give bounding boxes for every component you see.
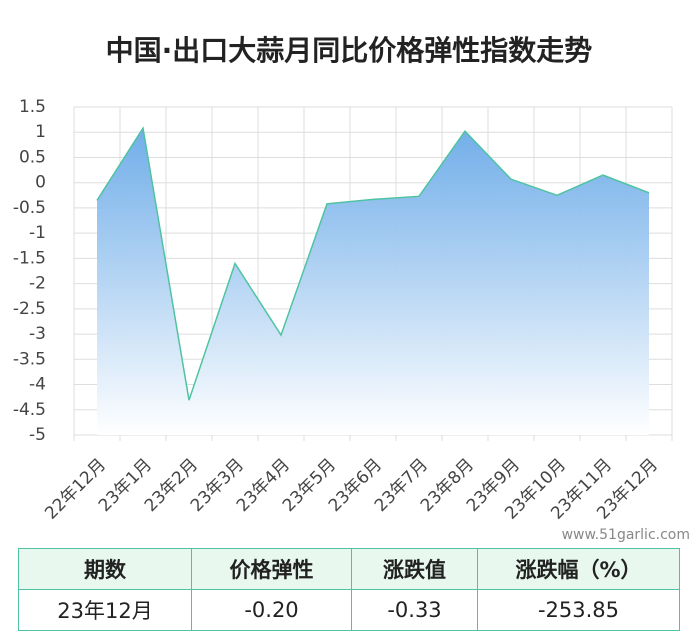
cell: -0.20 <box>191 589 352 631</box>
chart-title: 中国·出口大蒜月同比价格弹性指数走势 <box>106 34 593 67</box>
y-tick-label: -3 <box>29 324 46 344</box>
watermark: www.51garlic.com <box>562 527 690 543</box>
cell: 23年12月 <box>18 589 192 631</box>
y-tick-label: 1 <box>35 122 46 142</box>
cell: -0.33 <box>351 589 478 631</box>
chart: 中国·出口大蒜月同比价格弹性指数走势 www.51garlic.com 1.5 1… <box>13 34 690 543</box>
y-tick-label: -3.5 <box>13 349 46 369</box>
header-cell: 期数 <box>18 548 192 590</box>
header-cell: 价格弹性 <box>191 548 352 590</box>
header-cell: 涨跌值 <box>351 548 478 590</box>
y-tick-label: -2 <box>29 274 46 294</box>
summary-table: 期数 价格弹性 涨跌值 涨跌幅（%） 23年12月 -0.20 -0.33 -253.85 <box>18 548 680 631</box>
y-tick-label: -2.5 <box>13 299 46 319</box>
y-tick-label: 0 <box>35 173 46 193</box>
x-tick-label: 22年12月 <box>41 455 110 524</box>
y-tick-label: 1.5 <box>19 97 46 117</box>
y-tick-label: -4 <box>29 375 46 395</box>
cell: -253.85 <box>477 589 680 631</box>
y-tick-label: -4.5 <box>13 400 46 420</box>
y-tick-label: -1 <box>29 223 46 243</box>
line <box>96 126 650 401</box>
y-tick-label: -1.5 <box>13 248 46 268</box>
area <box>97 128 649 435</box>
y-tick-label: -5 <box>29 425 46 445</box>
header-cell: 涨跌幅（%） <box>477 548 680 590</box>
y-tick-label: 0.5 <box>19 147 46 167</box>
y-tick-label: -0.5 <box>13 198 46 218</box>
